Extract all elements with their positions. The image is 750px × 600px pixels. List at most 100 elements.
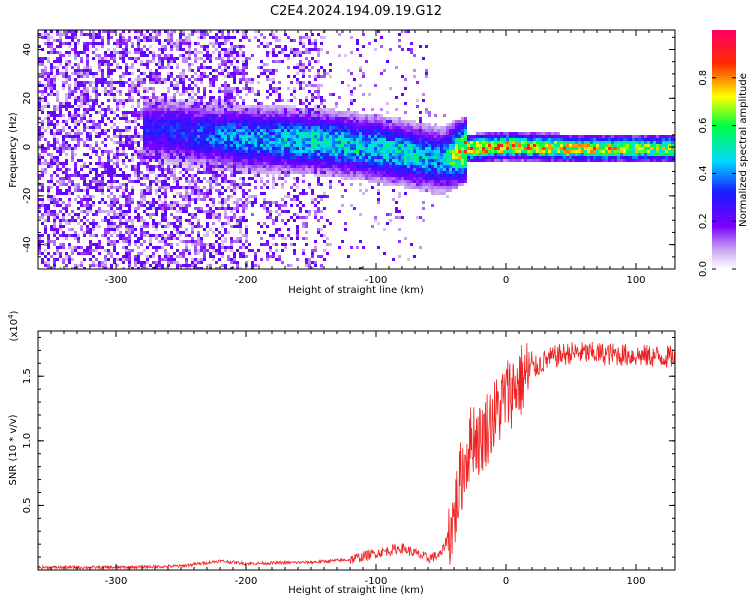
heatmap-cell	[161, 168, 164, 171]
heatmap-cell	[326, 168, 329, 171]
heatmap-cell	[317, 207, 320, 210]
heatmap-cell	[104, 129, 107, 132]
heatmap-cell	[362, 135, 365, 138]
heatmap-cell	[299, 138, 302, 141]
heatmap-cell	[317, 141, 320, 144]
heatmap-cell	[122, 36, 125, 39]
heatmap-cell	[329, 186, 332, 189]
heatmap-cell	[107, 54, 110, 57]
heatmap-cell	[203, 258, 206, 261]
heatmap-cell	[326, 123, 329, 126]
heatmap-cell	[323, 132, 326, 135]
heatmap-cell	[47, 216, 50, 219]
heatmap-cell	[95, 213, 98, 216]
heatmap-cell	[218, 201, 221, 204]
heatmap-cell	[230, 147, 233, 150]
heatmap-cell	[257, 117, 260, 120]
heatmap-cell	[185, 90, 188, 93]
heatmap-cell	[209, 42, 212, 45]
heatmap-cell	[77, 72, 80, 75]
heatmap-cell	[50, 255, 53, 258]
heatmap-cell	[311, 198, 314, 201]
heatmap-cell	[212, 126, 215, 129]
heatmap-cell	[203, 54, 206, 57]
heatmap-cell	[272, 159, 275, 162]
heatmap-cell	[296, 111, 299, 114]
heatmap-cell	[185, 120, 188, 123]
heatmap-cell	[173, 114, 176, 117]
heatmap-cell	[92, 126, 95, 129]
heatmap-cell	[128, 141, 131, 144]
heatmap-cell	[107, 186, 110, 189]
heatmap-cell	[173, 111, 176, 114]
heatmap-cell	[65, 207, 68, 210]
heatmap-cell	[257, 90, 260, 93]
heatmap-cell	[224, 42, 227, 45]
heatmap-cell	[320, 267, 323, 269]
heatmap-cell	[209, 84, 212, 87]
heatmap-cell	[206, 192, 209, 195]
heatmap-cell	[269, 135, 272, 138]
heatmap-cell	[317, 114, 320, 117]
heatmap-cell	[230, 87, 233, 90]
heatmap-cell	[215, 228, 218, 231]
heatmap-cell	[152, 207, 155, 210]
heatmap-cell	[221, 255, 224, 258]
heatmap-cell	[242, 150, 245, 153]
heatmap-cell	[122, 147, 125, 150]
heatmap-cell	[236, 147, 239, 150]
heatmap-cell	[374, 153, 377, 156]
heatmap-cell	[248, 135, 251, 138]
heatmap-cell	[287, 168, 290, 171]
heatmap-cell	[302, 69, 305, 72]
heatmap-cell	[143, 78, 146, 81]
heatmap-cell	[143, 114, 146, 117]
heatmap-cell	[92, 180, 95, 183]
heatmap-cell	[230, 42, 233, 45]
heatmap-cell	[254, 264, 257, 267]
heatmap-cell	[254, 168, 257, 171]
heatmap-cell	[134, 240, 137, 243]
heatmap-cell	[110, 177, 113, 180]
heatmap-cell	[119, 102, 122, 105]
heatmap-cell	[350, 138, 353, 141]
heatmap-cell	[377, 30, 380, 33]
heatmap-cell	[41, 69, 44, 72]
heatmap-cell	[227, 156, 230, 159]
heatmap-cell	[296, 168, 299, 171]
heatmap-cell	[320, 84, 323, 87]
heatmap-cell	[302, 51, 305, 54]
heatmap-cell	[80, 75, 83, 78]
heatmap-cell	[308, 39, 311, 42]
heatmap-cell	[356, 114, 359, 117]
heatmap-cell	[80, 57, 83, 60]
heatmap-cell	[38, 204, 41, 207]
heatmap-cell	[365, 147, 368, 150]
heatmap-cell	[224, 201, 227, 204]
heatmap-cell	[113, 162, 116, 165]
heatmap-cell	[200, 45, 203, 48]
heatmap-cell	[62, 138, 65, 141]
heatmap-cell	[260, 258, 263, 261]
heatmap-cell	[74, 135, 77, 138]
heatmap-cell	[254, 174, 257, 177]
heatmap-cell	[122, 195, 125, 198]
heatmap-cell	[65, 60, 68, 63]
heatmap-cell	[89, 186, 92, 189]
heatmap-cell	[248, 249, 251, 252]
heatmap-cell	[116, 51, 119, 54]
heatmap-cell	[182, 48, 185, 51]
heatmap-cell	[269, 33, 272, 36]
heatmap-cell	[362, 159, 365, 162]
heatmap-cell	[278, 144, 281, 147]
heatmap-cell	[254, 114, 257, 117]
heatmap-cell	[137, 102, 140, 105]
heatmap-cell	[338, 54, 341, 57]
heatmap-cell	[176, 210, 179, 213]
heatmap-cell	[107, 150, 110, 153]
heatmap-cell	[176, 117, 179, 120]
heatmap-cell	[281, 144, 284, 147]
heatmap-cell	[74, 198, 77, 201]
heatmap-cell	[50, 177, 53, 180]
heatmap-cell	[368, 168, 371, 171]
